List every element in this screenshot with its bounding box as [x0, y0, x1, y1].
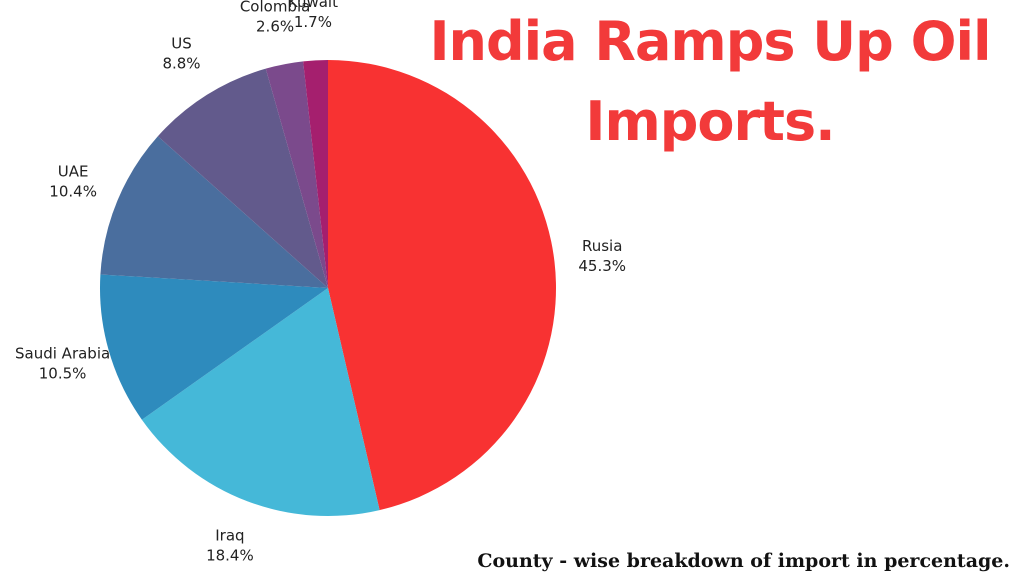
slice-label: UAE: [58, 163, 89, 181]
slice-value-label: 10.5%: [39, 364, 87, 382]
slice-label: Iraq: [215, 526, 244, 544]
pie-slice: [100, 274, 328, 420]
slice-value-label: 18.4%: [206, 546, 254, 564]
slice-value-label: 45.3%: [578, 257, 626, 275]
pie-slice: [100, 136, 328, 288]
slice-label: Kuwait: [288, 0, 338, 11]
pie-slice: [157, 68, 328, 288]
chart-title: India Ramps Up Oil Imports.: [429, 10, 991, 153]
slice-value-label: 10.4%: [49, 183, 97, 201]
pie-slice: [265, 61, 328, 288]
pie-slice: [141, 288, 380, 516]
slice-label: Rusia: [582, 237, 622, 255]
slice-label: Colombia: [240, 0, 311, 16]
pie-slice: [303, 60, 328, 288]
slice-value-label: 8.8%: [162, 55, 200, 73]
slice-value-label: 1.7%: [294, 13, 332, 31]
chart-subtitle: County - wise breakdown of import in per…: [477, 550, 1010, 572]
slice-label: Saudi Arabia: [15, 344, 110, 362]
slice-value-label: 2.6%: [256, 18, 294, 36]
pie-slice: [328, 60, 556, 511]
slice-label: US: [171, 35, 192, 53]
